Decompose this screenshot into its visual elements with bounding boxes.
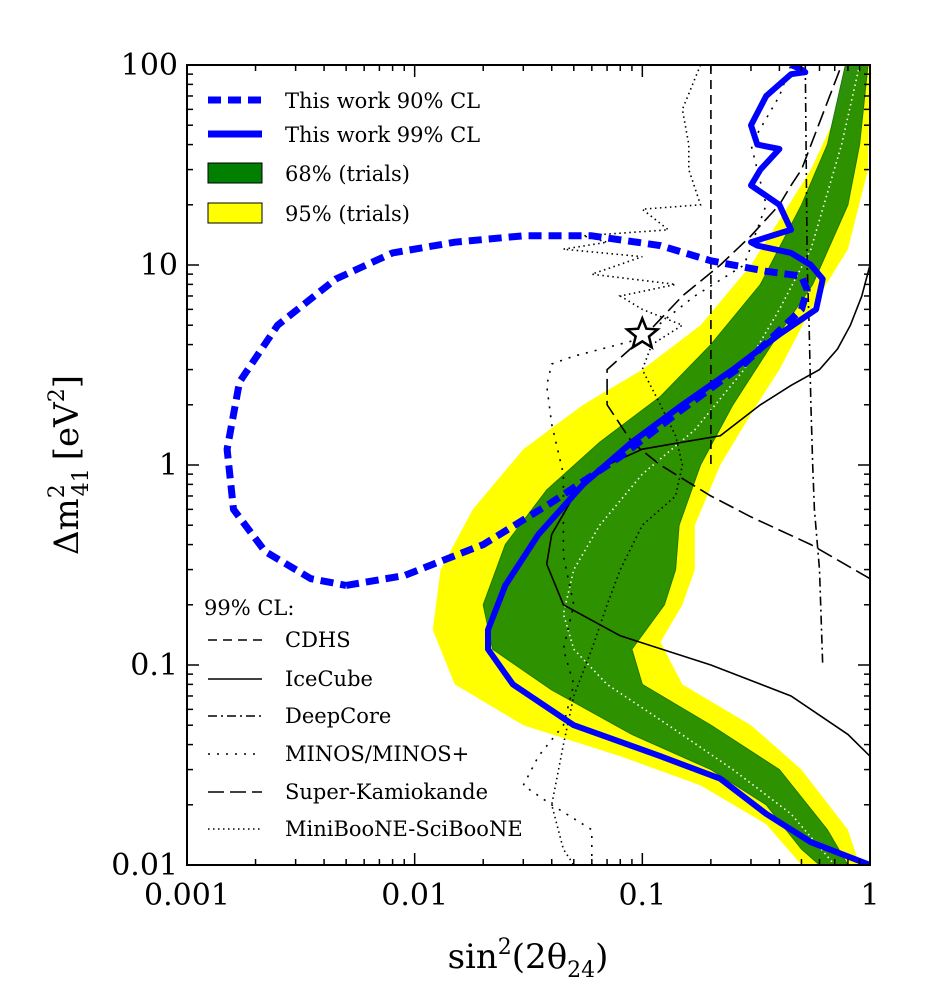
x-axis-title-sup: 2 (498, 935, 512, 960)
legend-label-icecube: IceCube (285, 667, 373, 691)
x-tick-label: 1 (860, 878, 879, 913)
x-axis-title-main: sin (448, 937, 498, 977)
legend-patch-68 (207, 162, 263, 184)
x-axis-title: sin2(2θ24) (448, 935, 609, 983)
x-axis-title-paren: (2θ (512, 937, 567, 977)
y-axis-title-main: Δm (47, 498, 87, 555)
x-tick-label: 0.001 (144, 878, 230, 913)
legend-label-superk: Super-Kamiokande (285, 780, 488, 804)
x-axis-title-sub: 24 (567, 958, 595, 983)
y-axis-title-sup: 2 (45, 484, 70, 498)
y-tick-label: 1 (159, 448, 178, 483)
legend-label-this-work-90: This work 90% CL (285, 89, 480, 113)
legend-label-miniboone: MiniBooNE-SciBooNE (285, 817, 523, 841)
this-work-99-contour (485, 65, 870, 865)
x-tick-label: 0.1 (618, 878, 666, 913)
legend-bottom: 99% CL: CDHS IceCube DeepCore MINOS/MINO… (204, 596, 523, 841)
miniboone-contour (550, 65, 702, 865)
legend-label-68: 68% (trials) (285, 162, 410, 186)
legend-label-95: 95% (trials) (285, 202, 410, 226)
band-68-trials (482, 65, 869, 865)
plot-area (223, 65, 870, 865)
this-work-90-contour (223, 232, 811, 589)
y-axis-title-unit-sup: 2 (45, 388, 70, 402)
minos-contour (522, 65, 792, 865)
legend-label-cdhs: CDHS (285, 628, 351, 652)
y-axis-title-unit: [eV (47, 401, 87, 460)
y-axis-title: Δm241[eV2] (45, 375, 94, 555)
y-axis-title-unit-close: ] (47, 375, 87, 388)
median-trials-line (562, 65, 861, 865)
deepcore-contour (804, 65, 824, 666)
legend-label-deepcore: DeepCore (285, 704, 391, 728)
legend-bottom-title: 99% CL: (204, 596, 294, 620)
y-tick-label: 100 (121, 48, 178, 83)
legend-top: This work 90% CL This work 99% CL 68% (t… (207, 89, 480, 226)
legend-patch-95 (207, 202, 263, 224)
legend-label-this-work-99: This work 99% CL (285, 123, 480, 147)
y-tick-label: 0.1 (130, 648, 178, 683)
legend-label-minos: MINOS/MINOS+ (285, 742, 469, 766)
y-axis-title-sub: 41 (69, 468, 94, 496)
best-fit-star (623, 315, 661, 351)
y-tick-label: 0.01 (111, 848, 178, 883)
x-axis-title-close: ) (595, 937, 608, 977)
x-tick-label: 0.01 (381, 878, 448, 913)
y-tick-label: 10 (140, 248, 178, 283)
superk-contour (606, 65, 870, 580)
